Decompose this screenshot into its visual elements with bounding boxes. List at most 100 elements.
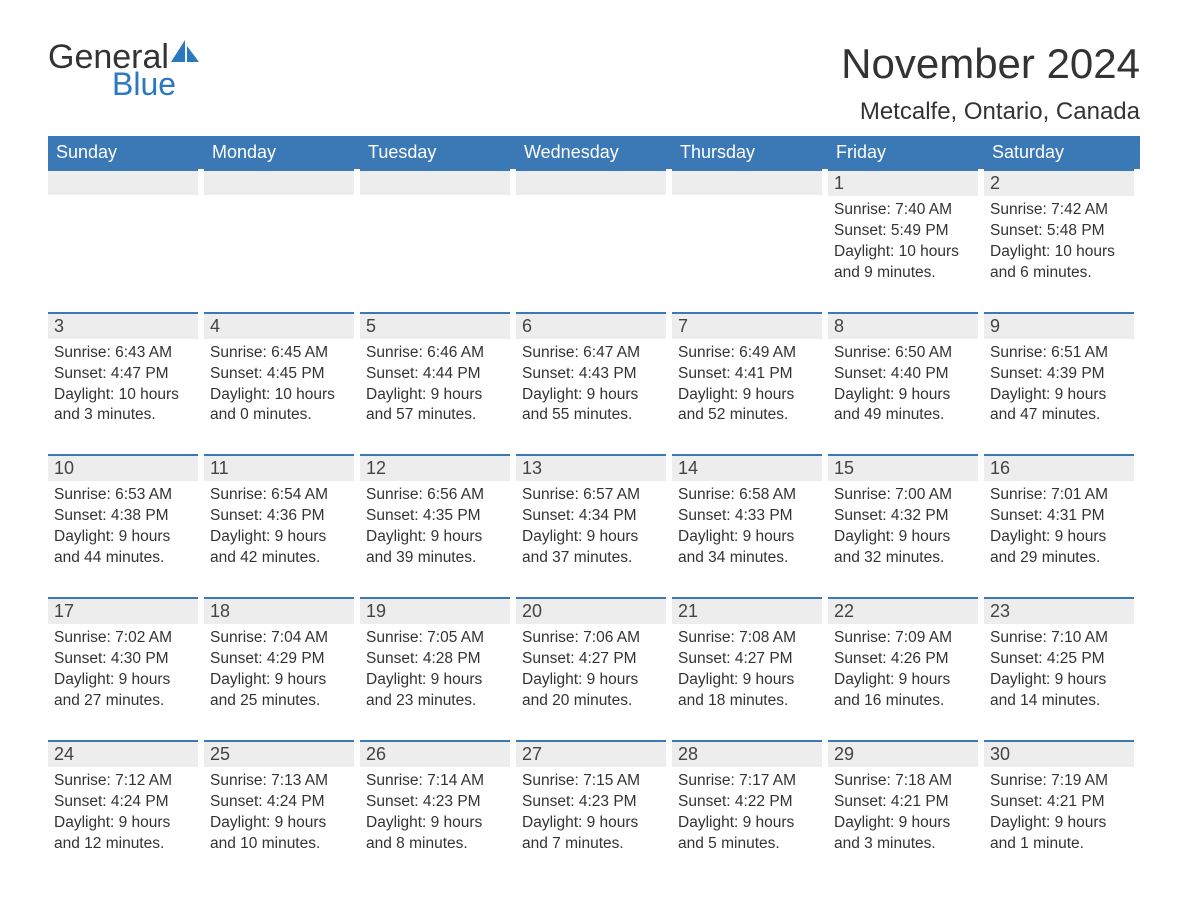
sunrise-line: Sunrise: 6:46 AM — [366, 343, 504, 364]
sunset-line: Sunset: 4:23 PM — [522, 792, 660, 813]
daylight-line-1: Daylight: 9 hours — [522, 385, 660, 406]
day-cell: 2Sunrise: 7:42 AMSunset: 5:48 PMDaylight… — [984, 169, 1140, 284]
day-number-bar: 17 — [48, 597, 198, 624]
daylight-line-2: and 7 minutes. — [522, 834, 660, 855]
sunset-line: Sunset: 4:30 PM — [54, 649, 192, 670]
day-number-bar: 20 — [516, 597, 666, 624]
day-number-bar — [672, 169, 822, 195]
sunset-line: Sunset: 4:44 PM — [366, 364, 504, 385]
daylight-line-2: and 3 minutes. — [834, 834, 972, 855]
daylight-line-1: Daylight: 9 hours — [210, 813, 348, 834]
daylight-line-1: Daylight: 10 hours — [990, 242, 1128, 263]
sunset-line: Sunset: 4:21 PM — [834, 792, 972, 813]
daylight-line-2: and 9 minutes. — [834, 263, 972, 284]
sunset-line: Sunset: 4:40 PM — [834, 364, 972, 385]
day-number-bar: 28 — [672, 740, 822, 767]
day-cell: 19Sunrise: 7:05 AMSunset: 4:28 PMDayligh… — [360, 597, 516, 712]
day-body: Sunrise: 6:49 AMSunset: 4:41 PMDaylight:… — [672, 339, 822, 427]
sunrise-line: Sunrise: 7:17 AM — [678, 771, 816, 792]
day-header: Wednesday — [516, 136, 672, 169]
daylight-line-2: and 1 minute. — [990, 834, 1128, 855]
day-header: Friday — [828, 136, 984, 169]
week-row: 1Sunrise: 7:40 AMSunset: 5:49 PMDaylight… — [48, 169, 1140, 284]
daylight-line-2: and 55 minutes. — [522, 405, 660, 426]
day-body: Sunrise: 6:43 AMSunset: 4:47 PMDaylight:… — [48, 339, 198, 427]
day-cell: 15Sunrise: 7:00 AMSunset: 4:32 PMDayligh… — [828, 454, 984, 569]
day-cell: 30Sunrise: 7:19 AMSunset: 4:21 PMDayligh… — [984, 740, 1140, 855]
day-cell: 29Sunrise: 7:18 AMSunset: 4:21 PMDayligh… — [828, 740, 984, 855]
sunset-line: Sunset: 4:21 PM — [990, 792, 1128, 813]
day-number-bar: 14 — [672, 454, 822, 481]
daylight-line-2: and 8 minutes. — [366, 834, 504, 855]
sunrise-line: Sunrise: 7:18 AM — [834, 771, 972, 792]
sunrise-line: Sunrise: 7:19 AM — [990, 771, 1128, 792]
day-body: Sunrise: 6:47 AMSunset: 4:43 PMDaylight:… — [516, 339, 666, 427]
sunset-line: Sunset: 4:24 PM — [210, 792, 348, 813]
daylight-line-1: Daylight: 9 hours — [210, 527, 348, 548]
daylight-line-1: Daylight: 10 hours — [54, 385, 192, 406]
day-body: Sunrise: 7:04 AMSunset: 4:29 PMDaylight:… — [204, 624, 354, 712]
day-body: Sunrise: 7:05 AMSunset: 4:28 PMDaylight:… — [360, 624, 510, 712]
day-body: Sunrise: 6:57 AMSunset: 4:34 PMDaylight:… — [516, 481, 666, 569]
sunset-line: Sunset: 4:41 PM — [678, 364, 816, 385]
sunrise-line: Sunrise: 7:06 AM — [522, 628, 660, 649]
day-body: Sunrise: 6:51 AMSunset: 4:39 PMDaylight:… — [984, 339, 1134, 427]
day-number-bar — [48, 169, 198, 195]
day-number-bar: 4 — [204, 312, 354, 339]
daylight-line-1: Daylight: 9 hours — [54, 670, 192, 691]
day-number-bar — [204, 169, 354, 195]
day-number-bar: 9 — [984, 312, 1134, 339]
day-cell: 9Sunrise: 6:51 AMSunset: 4:39 PMDaylight… — [984, 312, 1140, 427]
day-number-bar: 2 — [984, 169, 1134, 196]
daylight-line-2: and 5 minutes. — [678, 834, 816, 855]
day-cell — [204, 169, 360, 284]
day-cell: 24Sunrise: 7:12 AMSunset: 4:24 PMDayligh… — [48, 740, 204, 855]
daylight-line-1: Daylight: 9 hours — [990, 385, 1128, 406]
day-body: Sunrise: 7:42 AMSunset: 5:48 PMDaylight:… — [984, 196, 1134, 284]
day-cell: 22Sunrise: 7:09 AMSunset: 4:26 PMDayligh… — [828, 597, 984, 712]
daylight-line-2: and 49 minutes. — [834, 405, 972, 426]
logo-sail-icon — [171, 40, 199, 62]
day-header: Saturday — [984, 136, 1140, 169]
day-body: Sunrise: 7:17 AMSunset: 4:22 PMDaylight:… — [672, 767, 822, 855]
sunset-line: Sunset: 4:31 PM — [990, 506, 1128, 527]
day-number-bar: 18 — [204, 597, 354, 624]
sunset-line: Sunset: 4:43 PM — [522, 364, 660, 385]
day-number-bar: 16 — [984, 454, 1134, 481]
day-cell: 26Sunrise: 7:14 AMSunset: 4:23 PMDayligh… — [360, 740, 516, 855]
sunset-line: Sunset: 4:23 PM — [366, 792, 504, 813]
daylight-line-2: and 57 minutes. — [366, 405, 504, 426]
daylight-line-1: Daylight: 9 hours — [210, 670, 348, 691]
day-cell: 18Sunrise: 7:04 AMSunset: 4:29 PMDayligh… — [204, 597, 360, 712]
day-number-bar: 26 — [360, 740, 510, 767]
weeks-container: 1Sunrise: 7:40 AMSunset: 5:49 PMDaylight… — [48, 169, 1140, 854]
day-number-bar — [516, 169, 666, 195]
day-number-bar: 23 — [984, 597, 1134, 624]
day-body: Sunrise: 7:02 AMSunset: 4:30 PMDaylight:… — [48, 624, 198, 712]
sunset-line: Sunset: 4:33 PM — [678, 506, 816, 527]
sunset-line: Sunset: 5:49 PM — [834, 221, 972, 242]
week-row: 24Sunrise: 7:12 AMSunset: 4:24 PMDayligh… — [48, 740, 1140, 855]
day-number-bar: 6 — [516, 312, 666, 339]
sunrise-line: Sunrise: 7:12 AM — [54, 771, 192, 792]
daylight-line-1: Daylight: 9 hours — [834, 670, 972, 691]
calendar: SundayMondayTuesdayWednesdayThursdayFrid… — [48, 136, 1140, 854]
daylight-line-2: and 18 minutes. — [678, 691, 816, 712]
day-header: Tuesday — [360, 136, 516, 169]
day-body: Sunrise: 6:54 AMSunset: 4:36 PMDaylight:… — [204, 481, 354, 569]
daylight-line-1: Daylight: 10 hours — [210, 385, 348, 406]
day-body: Sunrise: 7:13 AMSunset: 4:24 PMDaylight:… — [204, 767, 354, 855]
daylight-line-1: Daylight: 10 hours — [834, 242, 972, 263]
sunrise-line: Sunrise: 6:58 AM — [678, 485, 816, 506]
day-cell — [516, 169, 672, 284]
daylight-line-1: Daylight: 9 hours — [678, 813, 816, 834]
week-row: 3Sunrise: 6:43 AMSunset: 4:47 PMDaylight… — [48, 312, 1140, 427]
day-body: Sunrise: 7:19 AMSunset: 4:21 PMDaylight:… — [984, 767, 1134, 855]
sunset-line: Sunset: 4:28 PM — [366, 649, 504, 670]
sunrise-line: Sunrise: 7:14 AM — [366, 771, 504, 792]
day-number-bar: 10 — [48, 454, 198, 481]
sunset-line: Sunset: 4:36 PM — [210, 506, 348, 527]
daylight-line-2: and 27 minutes. — [54, 691, 192, 712]
daylight-line-1: Daylight: 9 hours — [522, 527, 660, 548]
logo-text-blue: Blue — [112, 68, 199, 100]
